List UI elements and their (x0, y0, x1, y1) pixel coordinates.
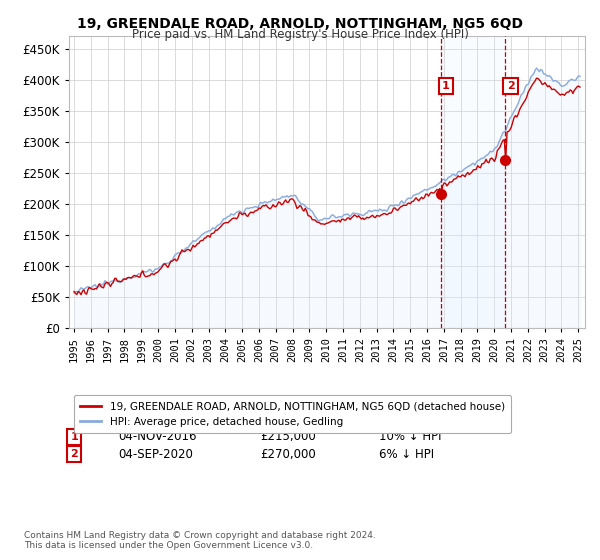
Text: £215,000: £215,000 (260, 430, 316, 444)
Text: 1: 1 (70, 432, 78, 442)
Text: 10% ↓ HPI: 10% ↓ HPI (379, 430, 441, 444)
Legend: 19, GREENDALE ROAD, ARNOLD, NOTTINGHAM, NG5 6QD (detached house), HPI: Average p: 19, GREENDALE ROAD, ARNOLD, NOTTINGHAM, … (74, 395, 511, 433)
Text: 04-NOV-2016: 04-NOV-2016 (118, 430, 197, 444)
Text: 04-SEP-2020: 04-SEP-2020 (118, 448, 193, 461)
Text: 6% ↓ HPI: 6% ↓ HPI (379, 448, 434, 461)
Text: 2: 2 (506, 81, 514, 91)
Text: 1: 1 (442, 81, 450, 91)
Text: 19, GREENDALE ROAD, ARNOLD, NOTTINGHAM, NG5 6QD: 19, GREENDALE ROAD, ARNOLD, NOTTINGHAM, … (77, 17, 523, 31)
Text: Contains HM Land Registry data © Crown copyright and database right 2024.
This d: Contains HM Land Registry data © Crown c… (24, 530, 376, 550)
Text: £270,000: £270,000 (260, 448, 316, 461)
Text: 2: 2 (70, 449, 78, 459)
Bar (441, 36, 505, 328)
Text: Price paid vs. HM Land Registry's House Price Index (HPI): Price paid vs. HM Land Registry's House … (131, 28, 469, 41)
